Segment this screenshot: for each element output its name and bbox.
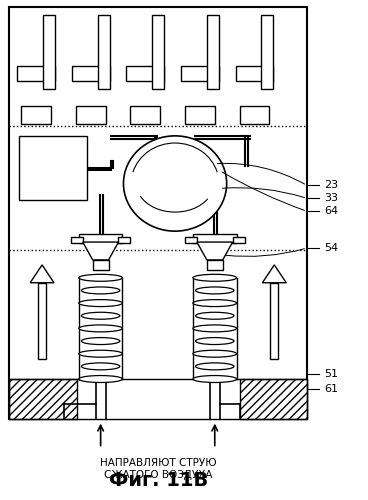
Bar: [79, 234, 123, 243]
Text: 33: 33: [324, 194, 338, 203]
Ellipse shape: [79, 274, 123, 281]
Ellipse shape: [193, 300, 237, 306]
Ellipse shape: [81, 287, 120, 294]
Bar: [236, 66, 273, 82]
Ellipse shape: [123, 136, 227, 231]
Polygon shape: [262, 265, 286, 283]
Bar: [261, 15, 273, 89]
Bar: [185, 106, 215, 124]
Text: 23: 23: [324, 180, 338, 190]
Ellipse shape: [81, 363, 120, 370]
Polygon shape: [197, 242, 233, 260]
Ellipse shape: [195, 312, 234, 319]
Ellipse shape: [79, 350, 123, 357]
Bar: [98, 15, 110, 89]
Text: 61: 61: [324, 384, 338, 394]
Ellipse shape: [193, 350, 237, 357]
Bar: [130, 106, 160, 124]
Ellipse shape: [195, 287, 234, 294]
Ellipse shape: [195, 338, 234, 344]
Bar: [72, 66, 110, 82]
Bar: [152, 15, 164, 89]
Ellipse shape: [79, 325, 123, 332]
Bar: [185, 237, 197, 243]
Text: НАПРАВЛЯЮТ СТРУЮ
СЖАТОГО ВОЗДУХА: НАПРАВЛЯЮТ СТРУЮ СЖАТОГО ВОЗДУХА: [100, 458, 216, 480]
Bar: [181, 66, 219, 82]
Bar: [9, 379, 307, 418]
Bar: [233, 237, 245, 243]
Bar: [9, 7, 307, 418]
Text: 51: 51: [324, 369, 338, 379]
Polygon shape: [83, 242, 118, 260]
Ellipse shape: [195, 363, 234, 370]
Bar: [240, 106, 269, 124]
Ellipse shape: [193, 325, 237, 332]
Bar: [43, 15, 55, 89]
Bar: [93, 260, 109, 270]
Bar: [127, 66, 164, 82]
Bar: [193, 234, 237, 243]
Bar: [118, 237, 130, 243]
Ellipse shape: [81, 338, 120, 344]
Ellipse shape: [193, 376, 237, 382]
Text: 64: 64: [324, 206, 338, 216]
Bar: [9, 379, 77, 418]
Ellipse shape: [193, 274, 237, 281]
Text: Фиг. 11В: Фиг. 11В: [109, 471, 208, 490]
Text: 54: 54: [324, 243, 338, 253]
Bar: [270, 283, 278, 359]
Bar: [19, 136, 87, 200]
Ellipse shape: [79, 376, 123, 382]
Ellipse shape: [79, 300, 123, 306]
Ellipse shape: [81, 312, 120, 319]
Polygon shape: [30, 265, 54, 283]
Bar: [17, 66, 55, 82]
Bar: [21, 106, 51, 124]
Bar: [207, 260, 223, 270]
Bar: [38, 283, 46, 359]
Bar: [207, 15, 219, 89]
Bar: [240, 379, 307, 418]
Bar: [76, 106, 106, 124]
Bar: [71, 237, 83, 243]
